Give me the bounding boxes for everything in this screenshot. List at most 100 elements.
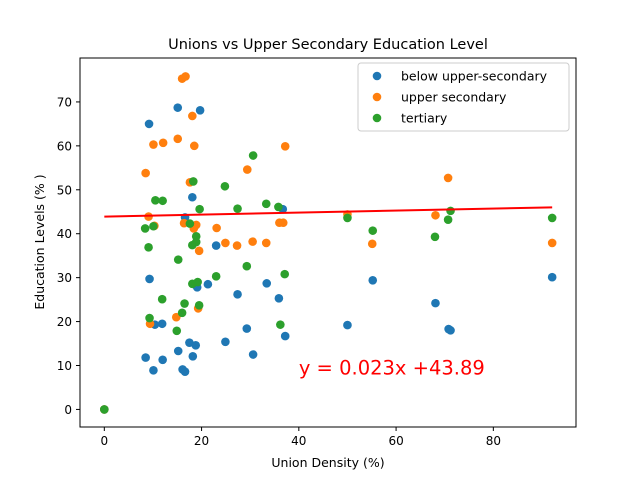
data-point [173, 103, 183, 112]
data-point [221, 337, 230, 347]
legend-label: below upper-secondary [401, 69, 548, 84]
data-point [233, 290, 242, 299]
series-2 [100, 151, 557, 414]
data-point [195, 204, 204, 214]
data-point [189, 177, 198, 186]
data-point [446, 206, 455, 216]
data-point [262, 279, 272, 288]
data-point [144, 243, 153, 252]
data-point [172, 326, 182, 336]
legend-marker [372, 92, 382, 102]
series-1 [100, 72, 557, 414]
data-point [158, 196, 167, 206]
y-axis-label: Education Levels (% ) [32, 174, 47, 309]
data-point [274, 293, 284, 303]
data-point [430, 232, 440, 242]
data-point [261, 199, 271, 209]
data-point [151, 196, 160, 205]
legend-items: below upper-secondary upper secondary tert… [372, 69, 548, 126]
data-point [185, 219, 195, 228]
x-tick-label: 40 [291, 434, 306, 448]
data-point [149, 140, 158, 149]
data-point [368, 275, 378, 285]
data-point [195, 105, 205, 115]
chart-title: Unions vs Upper Secondary Education Leve… [168, 37, 488, 53]
y-tick-label: 30 [57, 271, 72, 285]
data-point [145, 313, 154, 323]
data-point [242, 261, 252, 271]
data-point [274, 202, 283, 212]
y-tick-label: 10 [57, 359, 72, 373]
data-point [446, 326, 455, 335]
data-point [149, 221, 158, 231]
data-point [443, 215, 453, 224]
data-point [173, 346, 183, 356]
data-point [368, 226, 378, 235]
y-tick-label: 0 [64, 403, 72, 417]
data-point [194, 301, 204, 310]
data-point [144, 119, 154, 129]
legend: below upper-secondary upper secondary tert… [357, 62, 570, 132]
data-point [233, 204, 242, 213]
data-point [343, 320, 352, 330]
data-point [276, 320, 285, 329]
regression-line [104, 206, 553, 218]
data-point [181, 72, 190, 81]
data-point [431, 298, 440, 308]
data-point [220, 181, 230, 191]
data-point [171, 312, 181, 322]
data-point [343, 213, 352, 223]
data-point [248, 350, 258, 359]
data-point [173, 134, 183, 144]
data-point [280, 269, 290, 279]
y-tick-label: 40 [57, 227, 72, 241]
data-point [242, 165, 252, 174]
y-tick-label: 70 [57, 95, 72, 109]
data-point [248, 151, 258, 160]
data-point [140, 224, 150, 233]
x-tick-label: 60 [388, 434, 403, 448]
data-point [367, 239, 377, 249]
data-point [173, 255, 183, 264]
data-point [248, 237, 257, 246]
data-point [149, 366, 158, 375]
data-point [158, 355, 167, 365]
data-point [194, 246, 204, 256]
legend-label: upper secondary [401, 90, 507, 105]
data-point [157, 319, 167, 329]
data-point [211, 241, 221, 250]
data-point [188, 192, 197, 202]
x-tick-label: 80 [486, 434, 501, 448]
legend-label: tertiary [401, 111, 448, 126]
data-point [547, 213, 557, 223]
x-axis-label: Union Density (%) [271, 455, 384, 470]
data-point [232, 241, 242, 250]
data-point [221, 238, 230, 248]
data-point [180, 299, 189, 308]
legend-marker [372, 71, 382, 81]
data-point [189, 141, 199, 151]
data-point [280, 331, 290, 341]
data-point [177, 308, 187, 318]
data-point [188, 111, 197, 121]
data-point [280, 141, 290, 151]
y-tick-label: 60 [57, 139, 72, 153]
data-point [180, 367, 190, 376]
data-point [158, 138, 168, 148]
legend-box [357, 62, 570, 132]
data-point [242, 324, 252, 333]
data-point [188, 351, 198, 361]
data-point [443, 173, 453, 183]
data-point [431, 210, 440, 220]
regression-equation: y = 0.023x +43.89 [299, 356, 485, 379]
data-point [212, 223, 221, 233]
data-point [278, 218, 288, 228]
data-point [547, 272, 557, 282]
data-point [261, 238, 271, 248]
x-tick-label: 20 [194, 434, 209, 448]
x-tick-label: 0 [100, 434, 108, 448]
plot-area: 0 20 40 60 80 0 10 20 30 40 50 60 70 [57, 57, 577, 448]
y-tick-label: 20 [57, 315, 72, 329]
